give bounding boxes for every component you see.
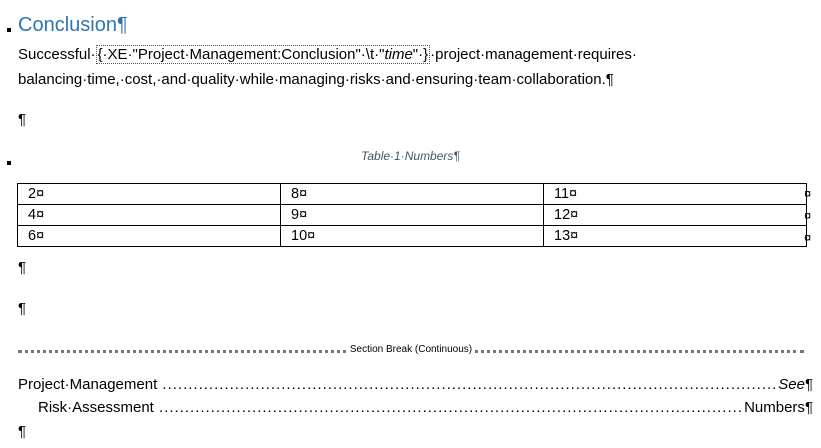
body-line-1: Successful· {·XE·"Project·Management:Conc… — [18, 45, 637, 64]
index-entry-text: Risk·Assessment — [38, 399, 154, 416]
table-cell[interactable]: 2¤ — [17, 183, 281, 205]
index-ref: Numbers — [744, 399, 805, 416]
table-cell[interactable]: 8¤ — [280, 183, 544, 205]
field-italic: time — [384, 46, 413, 63]
text: Successful· — [18, 46, 96, 63]
table-cell[interactable]: 11¤ — [543, 183, 807, 205]
pilcrow: ¶ — [804, 399, 813, 416]
section-break: Section Break (Continuous) — [18, 344, 804, 356]
field-text: {·XE·"Project·Management:Conclusion"·\t·… — [97, 46, 385, 63]
section-break-label: Section Break (Continuous) — [348, 344, 474, 355]
row-end-mark: ¤ — [804, 186, 812, 201]
tab-leader: ........................................… — [159, 399, 745, 416]
index-entry-text: Project·Management — [18, 376, 158, 393]
table-cell[interactable]: 9¤ — [280, 204, 544, 226]
paragraph-mark-bullet — [7, 28, 11, 32]
table-cell[interactable]: 4¤ — [17, 204, 281, 226]
tab-leader: ........................................… — [162, 376, 778, 393]
index-ref: See — [778, 376, 805, 393]
pilcrow: ¶ — [804, 376, 813, 393]
xe-field-code[interactable]: {·XE·"Project·Management:Conclusion"·\t·… — [95, 45, 431, 64]
numbers-table: 2¤ 8¤ 11¤ 4¤ 9¤ 12¤ 6¤ 10¤ 13¤ — [17, 183, 807, 247]
table-cell[interactable]: 12¤ — [543, 204, 807, 226]
table-cell[interactable]: 13¤ — [543, 225, 807, 247]
row-end-mark: ¤ — [804, 230, 812, 245]
heading-conclusion: Conclusion¶ — [18, 14, 128, 36]
body-line-2: balancing·time,·cost,·and·quality·while·… — [18, 71, 614, 88]
field-end: "·} — [412, 46, 429, 63]
table-caption: Table·1·Numbers¶ — [361, 149, 460, 163]
empty-paragraph: ¶ — [18, 259, 27, 276]
index-entry: Project·Management .....................… — [18, 376, 813, 393]
row-end-mark: ¤ — [804, 208, 812, 223]
table-row: 2¤ 8¤ 11¤ — [17, 183, 807, 205]
table-row: 4¤ 9¤ 12¤ — [17, 204, 807, 226]
empty-paragraph: ¶ — [18, 111, 27, 128]
index-entry: Risk·Assessment ........................… — [38, 399, 813, 416]
empty-paragraph: ¶ — [18, 423, 27, 440]
table-cell[interactable]: 6¤ — [17, 225, 281, 247]
empty-paragraph: ¶ — [18, 300, 27, 317]
paragraph-mark-bullet — [7, 161, 11, 165]
table-cell[interactable]: 10¤ — [280, 225, 544, 247]
table-row: 6¤ 10¤ 13¤ — [17, 225, 807, 247]
text: ·project·management·requires· — [430, 46, 637, 63]
